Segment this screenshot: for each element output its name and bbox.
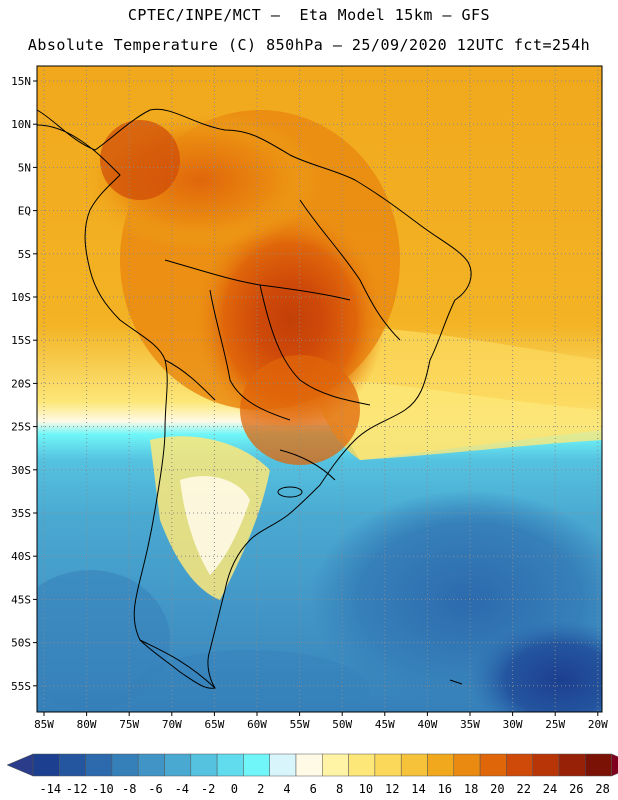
colorbar-label: 12	[385, 782, 399, 796]
lat-label: EQ	[18, 205, 31, 218]
colorbar-label: -2	[201, 782, 215, 796]
colorbar-label: 10	[359, 782, 373, 796]
colorbar-swatch	[558, 753, 586, 777]
plot-frame	[36, 65, 603, 713]
colorbar-label: 18	[464, 782, 478, 796]
lat-label: 50S	[11, 637, 31, 650]
colorbar-swatch	[295, 753, 323, 777]
coastlines	[36, 108, 472, 689]
colorbar-arrow-max	[611, 753, 618, 777]
colorbar-label: 4	[283, 782, 290, 796]
colorbar-swatch	[479, 753, 507, 777]
lon-label: 55W	[290, 718, 310, 731]
lon-label: 75W	[119, 718, 139, 731]
colorbar-swatch	[164, 753, 192, 777]
colorbar-swatch	[585, 753, 612, 777]
temperature-field	[37, 66, 602, 712]
lon-label: 25W	[545, 718, 565, 731]
lon-label: 60W	[247, 718, 267, 731]
colorbar-label: 16	[438, 782, 452, 796]
lon-label: 20W	[588, 718, 608, 731]
colorbar-swatch	[59, 753, 86, 777]
chart-title-variable: Absolute Temperature (C) 850hPa – 25/09/…	[27, 36, 591, 54]
lon-label: 70W	[162, 718, 182, 731]
colorbar-swatch	[190, 753, 218, 777]
colorbar-label: 6	[310, 782, 317, 796]
lat-label: 35S	[11, 507, 31, 520]
lat-label: 20S	[11, 377, 31, 390]
lon-label: 65W	[204, 718, 224, 731]
lat-label: 40S	[11, 550, 31, 563]
colorbar-swatch	[374, 753, 402, 777]
colorbar-label: -6	[148, 782, 162, 796]
lat-label: 45S	[11, 593, 31, 606]
colorbar-swatch	[532, 753, 560, 777]
lon-label: 50W	[332, 718, 352, 731]
colorbar-label: 24	[543, 782, 557, 796]
colorbar-label: 22	[516, 782, 530, 796]
colorbar-label: 26	[569, 782, 583, 796]
lat-label: 15S	[11, 334, 31, 347]
colorbar-label: 8	[336, 782, 343, 796]
colorbar-arrow-min	[6, 753, 34, 777]
colorbar-swatch	[400, 753, 428, 777]
chart-title-model: CPTEC/INPE/MCT – Eta Model 15km – GFS	[127, 6, 491, 24]
lon-label: 35W	[460, 718, 480, 731]
lat-label: 55S	[11, 680, 31, 693]
colorbar-swatch	[243, 753, 270, 777]
longitude-axis: 85W 80W 75W 70W 65W 60W 55W 50W 45W 40W 35W 30W 25W 2…	[34, 712, 608, 731]
colorbar-swatch	[216, 753, 244, 777]
colorbar-label: -8	[122, 782, 136, 796]
colorbar-swatch	[348, 753, 376, 777]
colorbar-swatch	[137, 753, 165, 777]
lat-label: 10N	[11, 118, 31, 131]
lon-label: 80W	[77, 718, 97, 731]
colorbar-label: -14	[39, 782, 61, 796]
colorbar: -14 -12 -10 -8 -6 -4 -2 0 2 4 6 8 10 12 14 16 18 20 22 24 26…	[6, 753, 618, 796]
lat-label: 10S	[11, 291, 31, 304]
colorbar-label: 2	[257, 782, 264, 796]
colorbar-swatch	[111, 753, 139, 777]
colorbar-swatch	[85, 753, 113, 777]
lat-label: 5S	[18, 248, 31, 261]
lat-label: 5N	[18, 161, 31, 174]
colorbar-label: 20	[490, 782, 504, 796]
colorbar-swatch	[322, 753, 349, 777]
lat-label: 15N	[11, 75, 31, 88]
lat-label: 30S	[11, 464, 31, 477]
colorbar-swatch	[269, 753, 297, 777]
colorbar-label: 0	[231, 782, 238, 796]
colorbar-label: -10	[92, 782, 114, 796]
lat-label: 25S	[11, 421, 31, 434]
colorbar-swatch	[506, 753, 533, 777]
colorbar-label: -4	[175, 782, 189, 796]
lon-label: 40W	[417, 718, 437, 731]
lon-label: 45W	[375, 718, 395, 731]
colorbar-swatch	[32, 753, 60, 777]
lon-label: 85W	[34, 718, 54, 731]
colorbar-label: 28	[595, 782, 609, 796]
lon-label: 30W	[503, 718, 523, 731]
latitude-axis: 15N 10N 5N EQ 5S 10S 15S 20S 25S 30S 35S 40S 45S 50S 5…	[11, 75, 37, 693]
colorbar-swatch	[453, 753, 481, 777]
colorbar-label: 14	[411, 782, 425, 796]
colorbar-swatch	[427, 753, 455, 777]
colorbar-label: -12	[66, 782, 88, 796]
